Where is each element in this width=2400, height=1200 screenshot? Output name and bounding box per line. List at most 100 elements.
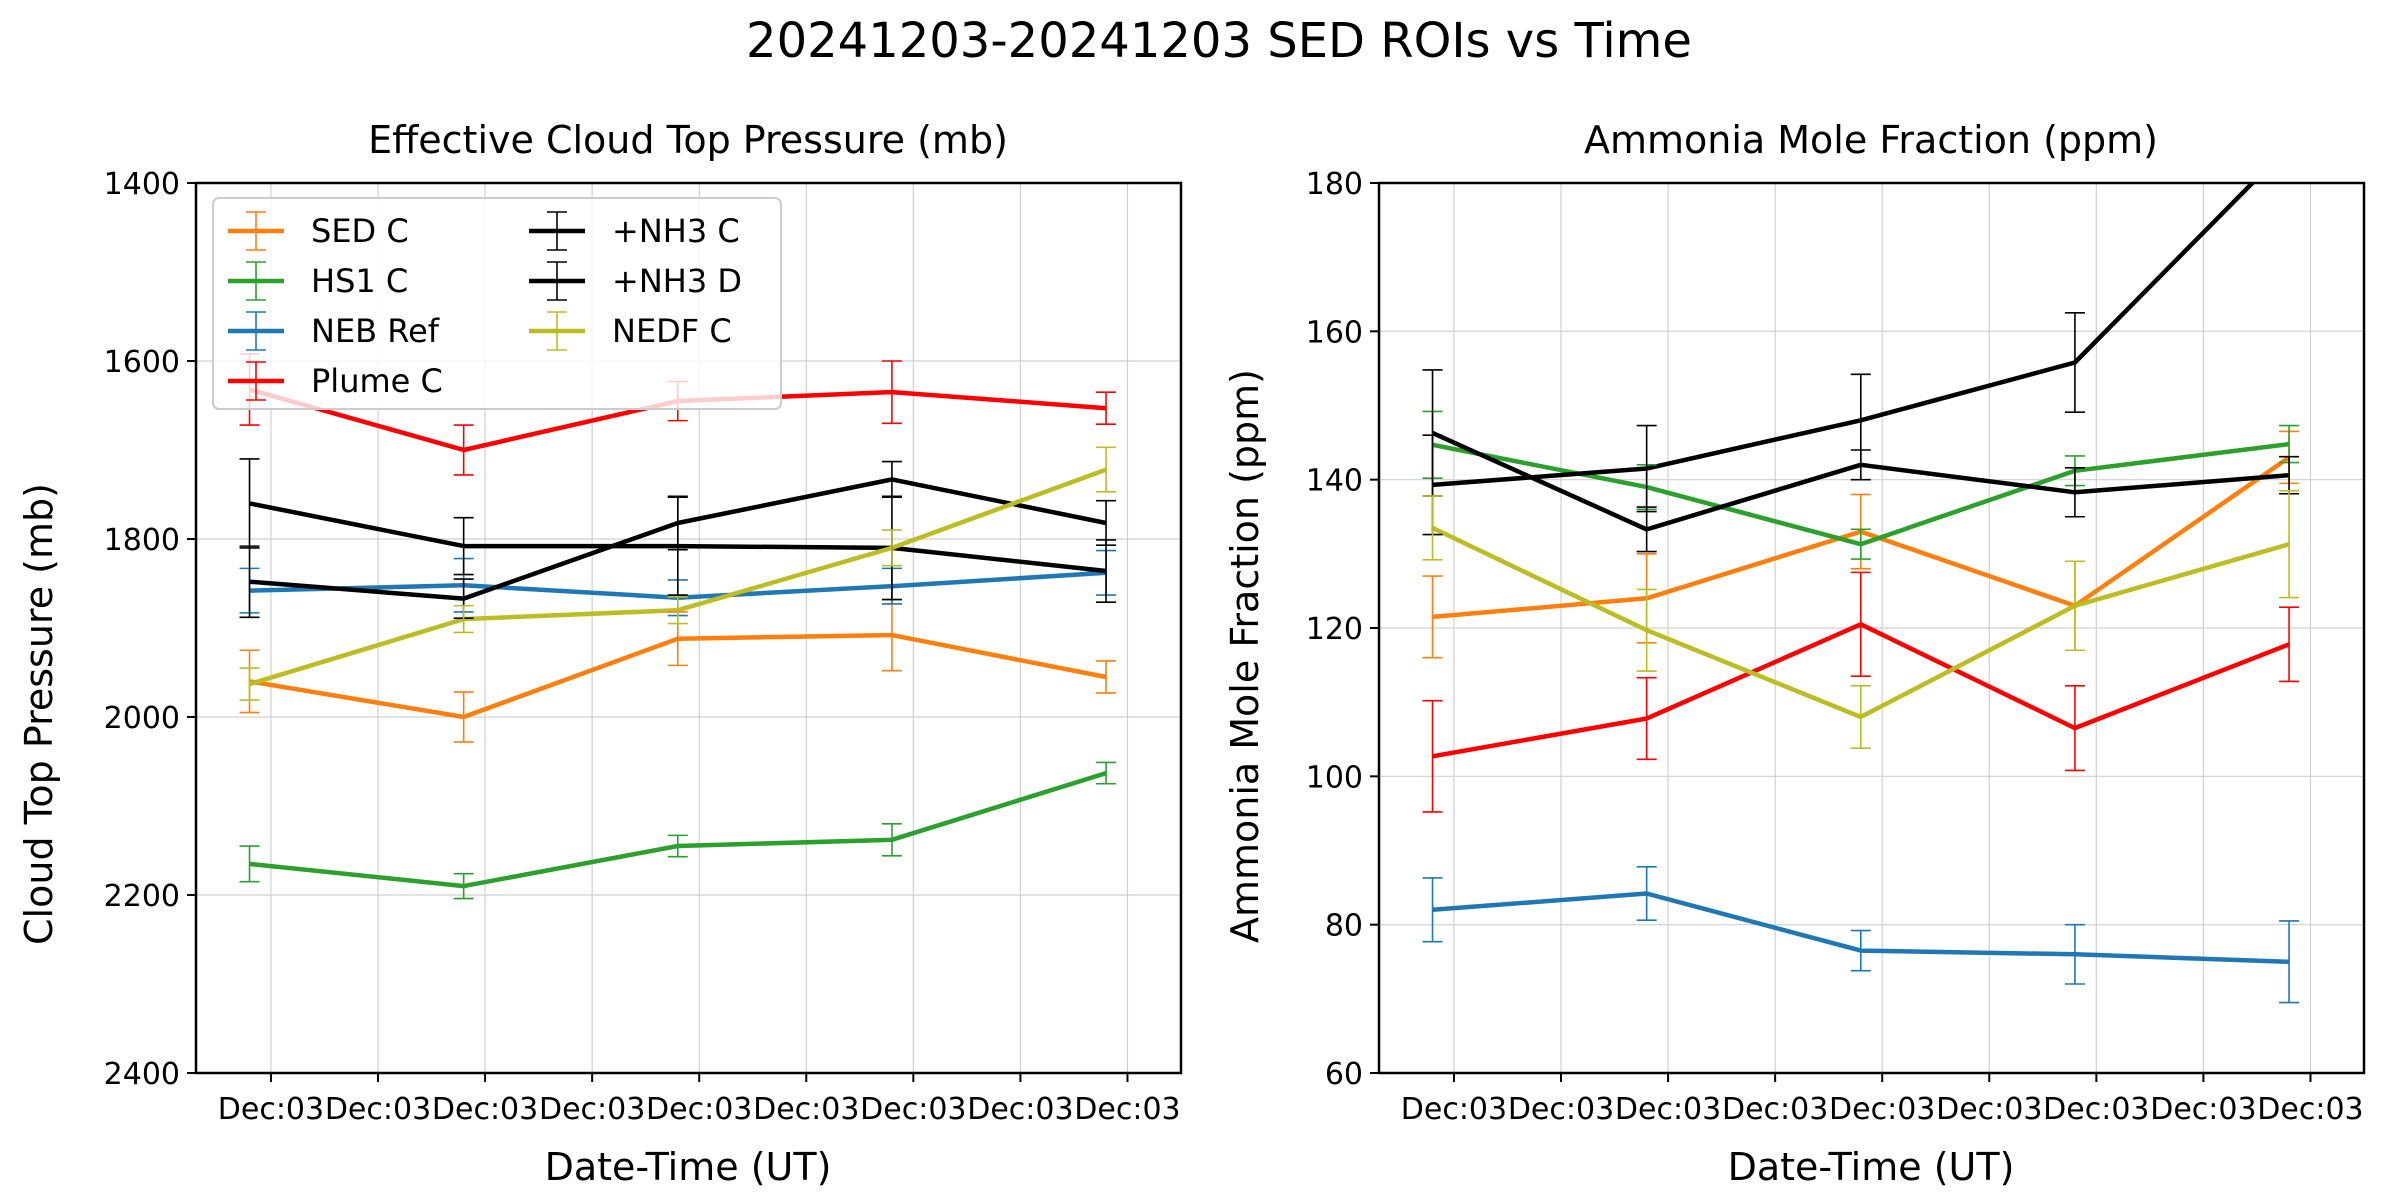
error-bars — [239, 353, 1117, 900]
legend-item-nh3-d: +NH3 D — [529, 261, 742, 301]
errorbar-nedf-c — [239, 667, 260, 701]
errorbar-plume-c — [1850, 571, 1871, 678]
y-tick-label: 140 — [1306, 464, 1363, 499]
errorbar-neb-ref — [1850, 929, 1871, 972]
x-tick-label: Dec:03 — [1936, 1092, 2042, 1127]
series-line-nh3-d — [1432, 183, 2256, 488]
x-tick-label: Dec:03 — [967, 1092, 1073, 1127]
errorbar-neb-ref — [1636, 866, 1657, 922]
y-tick-label: 2200 — [104, 879, 180, 914]
errorbar-nedf-c — [1850, 685, 1871, 749]
errorbar-nh3-d — [1096, 499, 1117, 547]
x-tick-label: Dec:03 — [2257, 1092, 2363, 1127]
errorbar-nedf-c — [1422, 495, 1443, 561]
legend-frame — [212, 197, 782, 410]
x-axis-label: Date-Time (UT) — [1728, 1145, 2015, 1189]
errorbar-hs1-c — [1850, 528, 1871, 560]
errorbar-plume-c — [2279, 606, 2300, 683]
legend-item-nh3-c: +NH3 C — [529, 211, 740, 251]
errorbar-plume-c — [1636, 676, 1657, 761]
y-tick-label: 100 — [1306, 760, 1363, 795]
y-tick-label: 160 — [1306, 315, 1363, 350]
y-tick-label: 1600 — [104, 345, 180, 380]
errorbar-hs1-c — [453, 872, 474, 900]
errorbar-plume-c — [1422, 699, 1443, 813]
errorbar-hs1-c — [881, 822, 902, 857]
x-axis-label: Date-Time (UT) — [545, 1145, 832, 1189]
errorbar-neb-ref — [2279, 920, 2300, 1004]
panel-title: Ammonia Mole Fraction (ppm) — [1584, 118, 2158, 162]
legend-label: NEB Ref — [311, 312, 440, 350]
y-axis-label: Cloud Top Pressure (mb) — [17, 483, 61, 945]
legend: SED C HS1 C NEB Ref Plume C +NH3 C +NH3 D NE… — [212, 197, 782, 410]
legend-item-plume-c: Plume C — [228, 361, 443, 401]
figure-suptitle: 20241203-20241203 SED ROIs vs Time — [746, 13, 1692, 69]
y-tick-label: 2000 — [104, 701, 180, 736]
errorbar-plume-c — [1096, 391, 1117, 425]
x-tick-label: Dec:03 — [218, 1092, 324, 1127]
errorbar-nedf-c — [667, 596, 688, 625]
errorbar-plume-c — [453, 424, 474, 476]
errorbar-sed-c — [1096, 660, 1117, 694]
x-tick-label: Dec:03 — [2043, 1092, 2149, 1127]
errorbar-hs1-c — [239, 845, 260, 883]
errorbar-nh3-d — [881, 460, 902, 498]
plot-frame — [194, 181, 1183, 1075]
x-tick-label: Dec:03 — [1722, 1092, 1828, 1127]
y-tick-label: 60 — [1325, 1057, 1363, 1092]
legend-item-neb-ref: NEB Ref — [228, 311, 440, 351]
x-tick-label: Dec:03 — [2150, 1092, 2256, 1127]
x-tick-label: Dec:03 — [1829, 1092, 1935, 1127]
errorbar-nedf-c — [1096, 446, 1117, 493]
errorbar-sed-c — [453, 691, 474, 743]
y-tick-label: 80 — [1325, 909, 1363, 944]
grid — [1379, 182, 2364, 1074]
errorbar-nh3-c — [453, 516, 474, 576]
y-tick-label: 180 — [1306, 167, 1363, 202]
errorbar-hs1-c — [1096, 761, 1117, 785]
y-axis-label: Ammonia Mole Fraction (ppm) — [1223, 369, 1267, 943]
errorbar-hs1-c — [667, 834, 688, 858]
errorbar-plume-c — [2064, 685, 2085, 772]
x-tick-label: Dec:03 — [432, 1092, 538, 1127]
errorbar-nedf-c — [2064, 560, 2085, 652]
errorbar-nh3-d — [1850, 373, 1871, 468]
legend-label: +NH3 C — [612, 212, 740, 250]
legend-item-hs1-c: HS1 C — [228, 261, 408, 301]
legend-label: SED C — [311, 212, 409, 250]
legend-label: HS1 C — [311, 262, 408, 300]
error-bars — [1422, 311, 2300, 1004]
errorbar-nedf-c — [2279, 489, 2300, 599]
cloud-top-pressure-panel: Effective Cloud Top Pressure (mb) Date-T… — [17, 118, 1183, 1189]
x-tick-label: Dec:03 — [325, 1092, 431, 1127]
errorbar-neb-ref — [2064, 923, 2085, 985]
ammonia-mole-fraction-panel: Ammonia Mole Fraction (ppm) Date-Time (U… — [1223, 118, 2366, 1189]
errorbar-nedf-c — [1636, 588, 1657, 672]
errorbar-nedf-c — [453, 604, 474, 634]
errorbar-sed-c — [1422, 575, 1443, 659]
legend-label: +NH3 D — [612, 262, 742, 300]
legend-item-sed-c: SED C — [228, 211, 409, 251]
y-tick-label: 1400 — [104, 167, 180, 202]
errorbar-plume-c — [881, 360, 902, 425]
x-tick-label: Dec:03 — [646, 1092, 752, 1127]
panel-title: Effective Cloud Top Pressure (mb) — [368, 118, 1008, 162]
x-tick-label: Dec:03 — [1615, 1092, 1721, 1127]
x-tick-label: Dec:03 — [1074, 1092, 1180, 1127]
x-tick-label: Dec:03 — [753, 1092, 859, 1127]
errorbar-nh3-d — [2064, 311, 2085, 413]
errorbar-neb-ref — [1422, 877, 1443, 943]
y-tick-label: 1800 — [104, 523, 180, 558]
legend-item-nedf-c: NEDF C — [529, 311, 732, 351]
y-tick-label: 2400 — [104, 1057, 180, 1092]
errorbar-nh3-c — [2064, 466, 2085, 518]
errorbar-nh3-d — [239, 545, 260, 619]
errorbar-nedf-c — [881, 529, 902, 567]
errorbar-nh3-d — [667, 495, 688, 551]
legend-label: Plume C — [311, 362, 443, 400]
errorbar-nh3-d — [1636, 424, 1657, 513]
